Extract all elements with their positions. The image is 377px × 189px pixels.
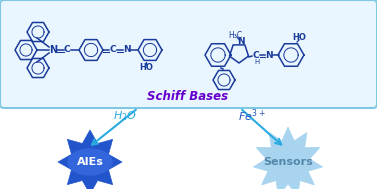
Text: $H_2O$: $H_2O$ [113, 109, 137, 123]
Text: AIEs: AIEs [77, 157, 103, 167]
Text: HO: HO [292, 33, 306, 43]
Text: N: N [49, 45, 57, 55]
Text: H: H [254, 59, 260, 65]
Text: N: N [123, 46, 131, 54]
Text: Schiff Bases: Schiff Bases [147, 90, 228, 102]
Text: H₃C: H₃C [228, 30, 242, 40]
Polygon shape [253, 127, 323, 189]
Text: $Fe^{3+}$: $Fe^{3+}$ [238, 108, 266, 124]
Ellipse shape [68, 149, 112, 175]
Text: Sensors: Sensors [263, 157, 313, 167]
Text: HO: HO [139, 63, 153, 71]
FancyBboxPatch shape [0, 0, 377, 108]
Text: N: N [265, 50, 273, 60]
Polygon shape [58, 130, 122, 189]
Text: C: C [110, 46, 116, 54]
Text: C: C [253, 50, 259, 60]
Text: C: C [64, 46, 70, 54]
Text: N: N [237, 37, 245, 46]
